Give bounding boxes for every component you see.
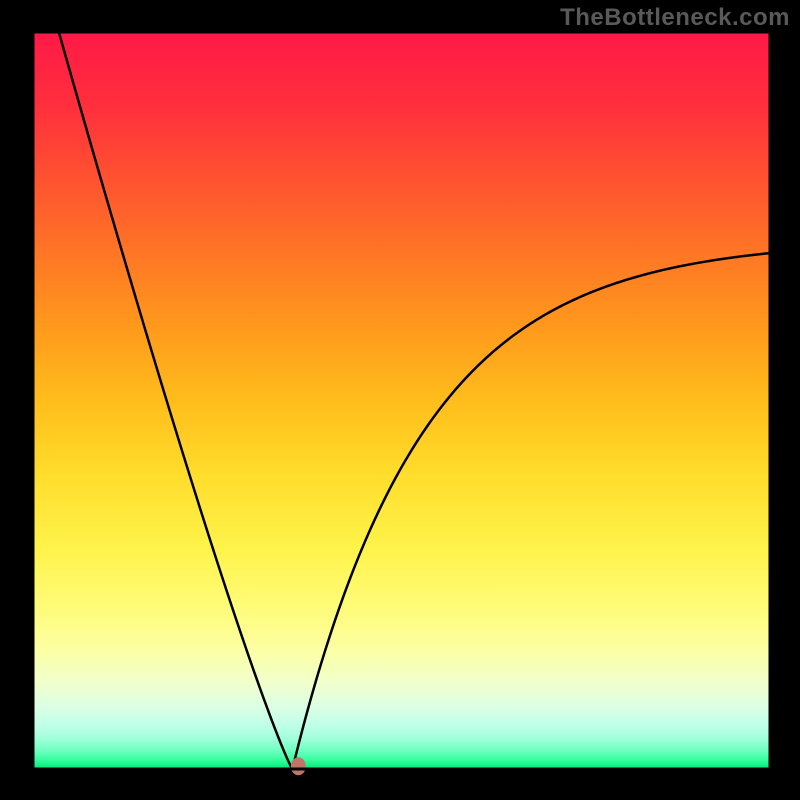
optimal-marker [291,757,306,775]
watermark-text: TheBottleneck.com [560,4,790,32]
plot-background [33,32,770,769]
bottleneck-chart [0,0,800,800]
chart-container: TheBottleneck.com [0,0,800,800]
